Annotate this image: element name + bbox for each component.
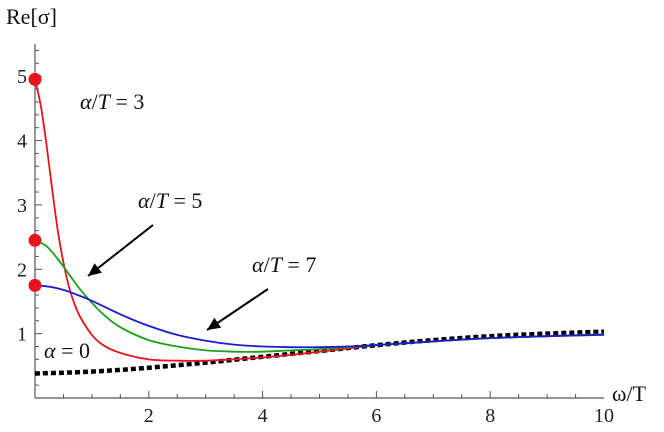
series-layer (34, 79, 605, 376)
series-alpha-3-marker (28, 72, 42, 86)
x-axis-label: ω/T (612, 381, 647, 406)
y-axis-label: Re[σ] (6, 4, 57, 29)
series-alpha-7-marker (28, 278, 42, 292)
series-alpha-3-label: α/T = 3 (80, 89, 144, 114)
series-alpha-7-arrowhead (207, 317, 222, 330)
y-tick-label: 1 (17, 324, 27, 346)
x-tick-label: 8 (485, 405, 495, 427)
y-tick-label: 4 (17, 131, 27, 153)
y-tick-label: 2 (17, 259, 27, 281)
series-alpha-3-line (34, 79, 605, 362)
x-tick-label: 4 (258, 405, 268, 427)
series-alpha-5-marker (28, 233, 42, 247)
annotations-layer: α/T = 3 α/T = 5 α/T = 7 α = 0 (44, 89, 316, 363)
series-alpha-7-line (34, 284, 605, 349)
series-alpha-0-line (34, 329, 605, 376)
x-tick-label: 6 (371, 405, 381, 427)
x-tick-label: 10 (594, 405, 614, 427)
series-alpha-5-arrowhead (88, 263, 102, 276)
y-tick-label: 3 (17, 195, 27, 217)
x-tick-label: 2 (144, 405, 154, 427)
series-alpha-5-arrow (87, 224, 154, 277)
y-tick-label: 5 (17, 66, 27, 88)
series-alpha-7-label: α/T = 7 (252, 252, 316, 277)
markers-layer (28, 72, 42, 292)
series-alpha-0-label: α = 0 (44, 338, 90, 363)
series-alpha-5-line (34, 239, 605, 353)
series-alpha-5-label: α/T = 5 (138, 188, 202, 213)
